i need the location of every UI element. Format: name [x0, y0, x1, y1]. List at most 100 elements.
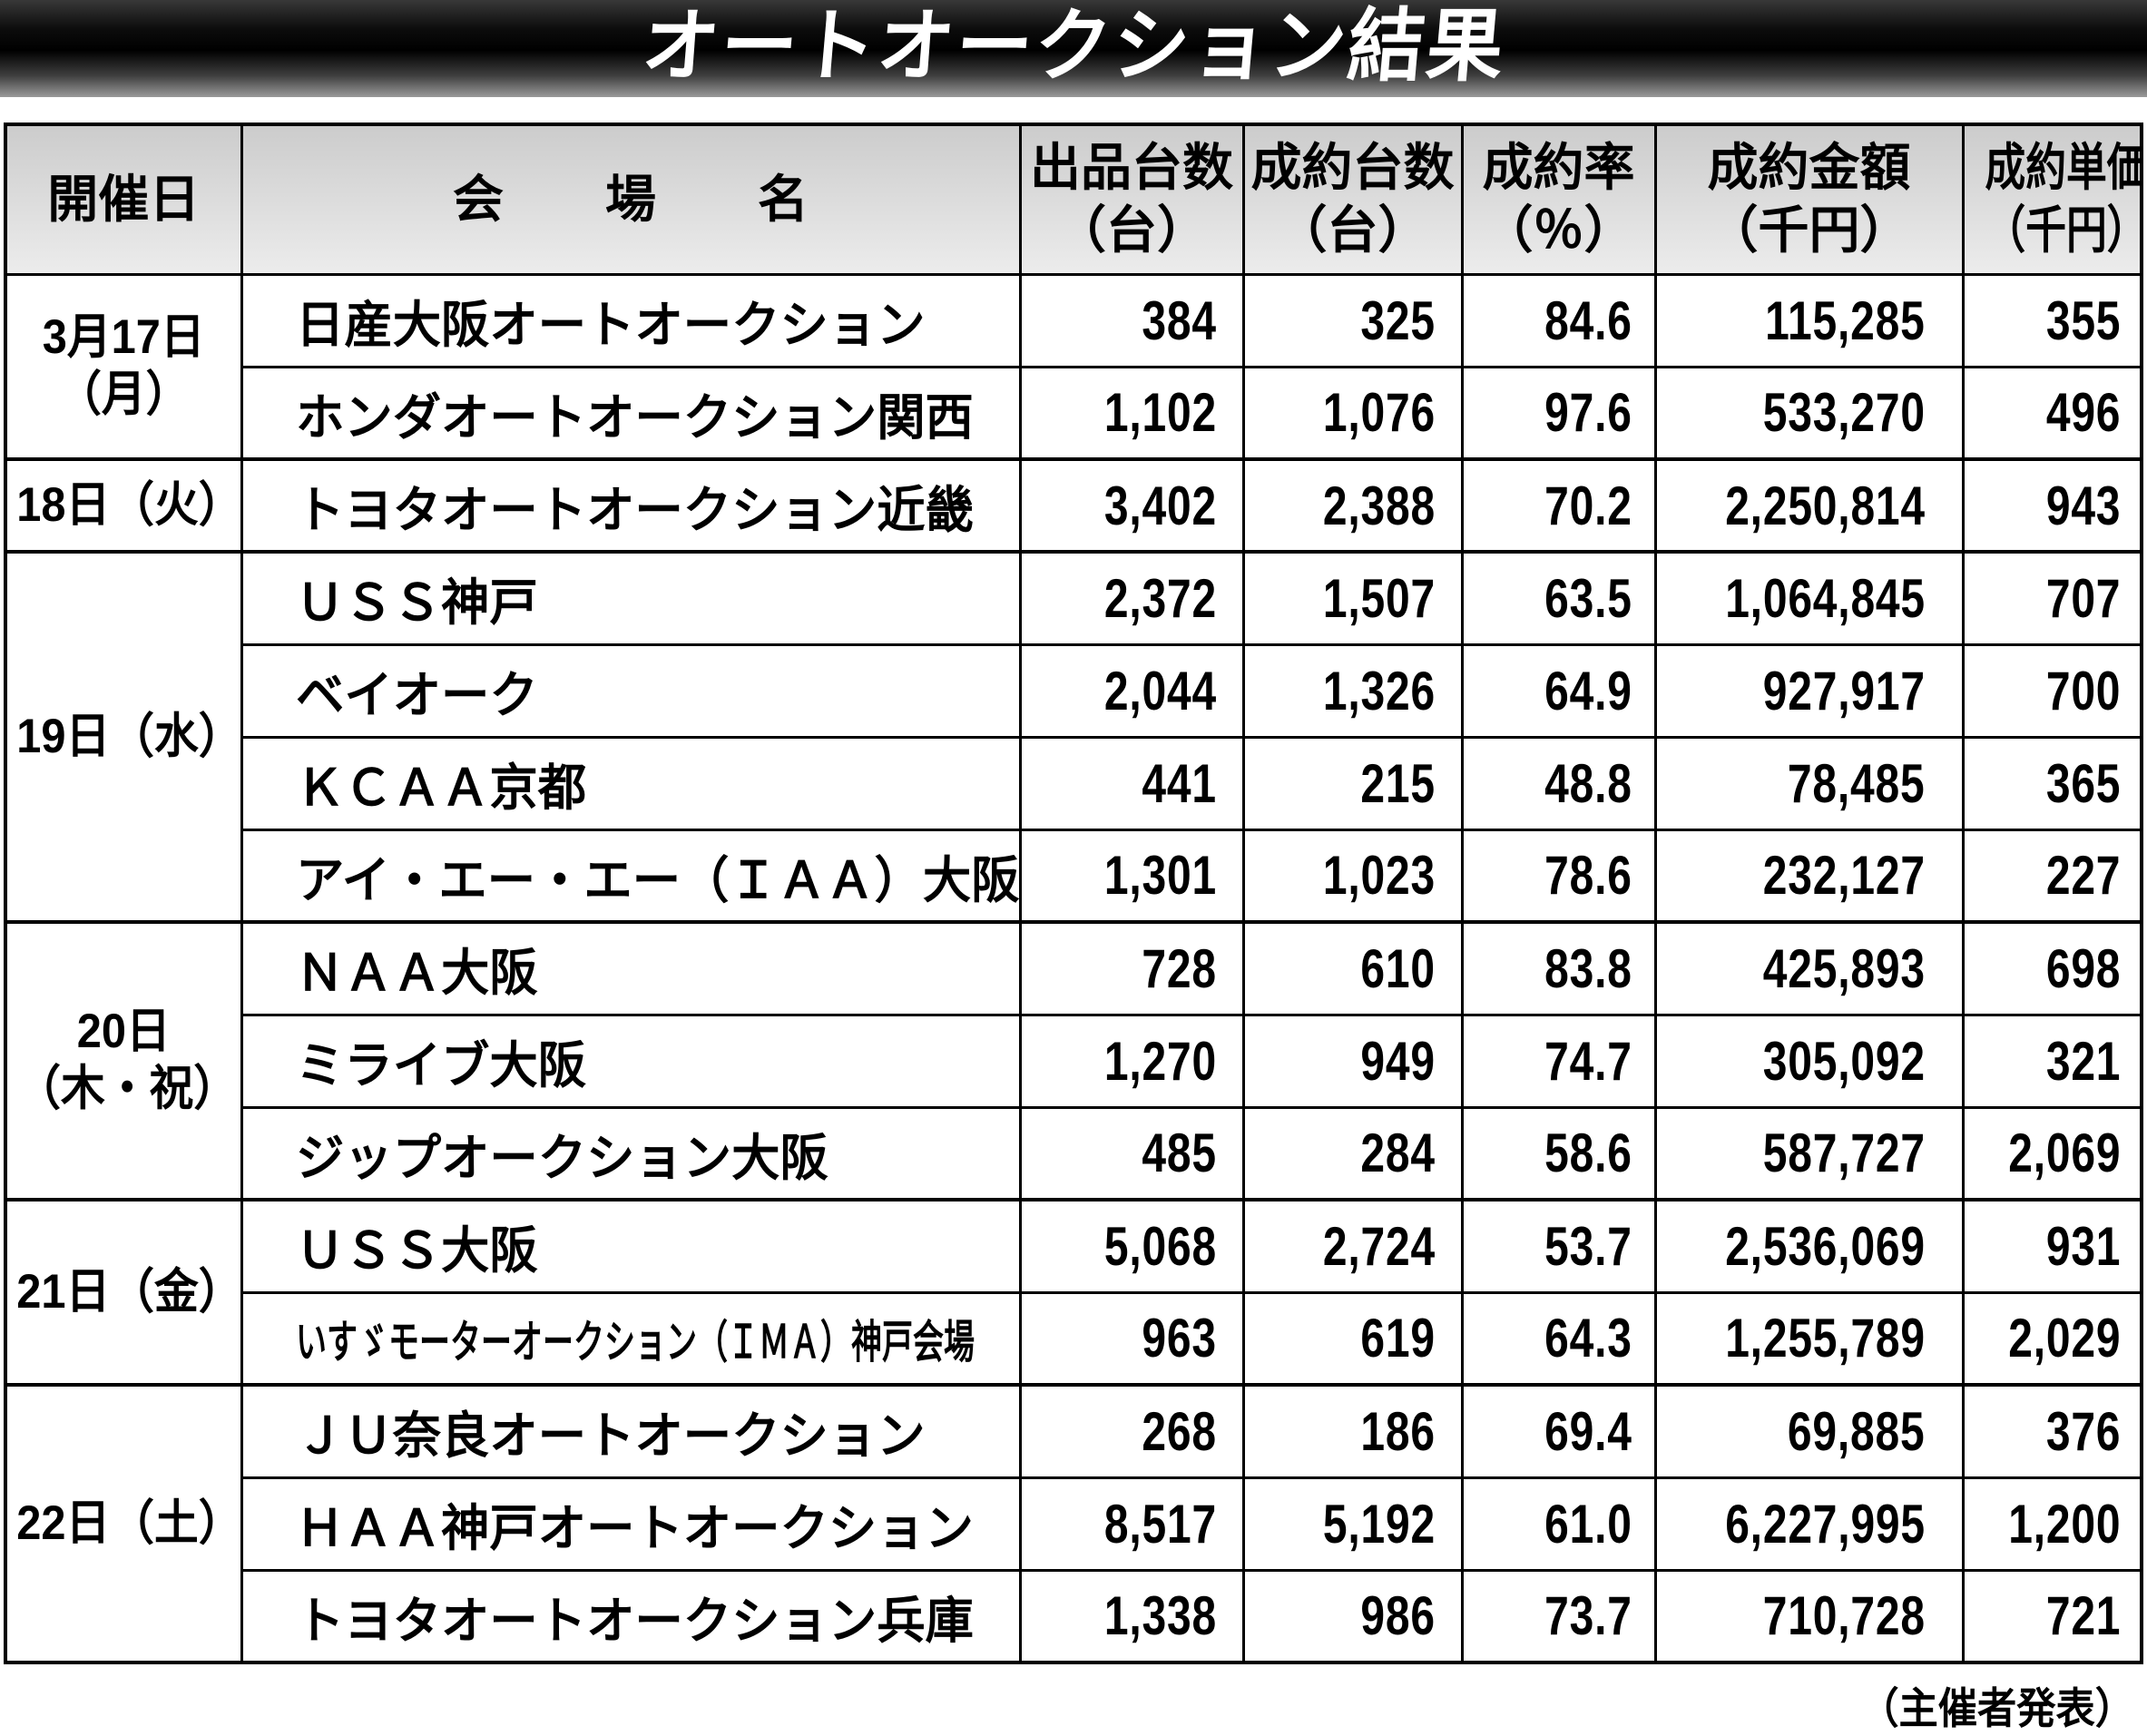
- table-row: ベイオーク 2,044 1,326 64.9 927,917 700: [5, 642, 2143, 739]
- unit-price-cell: 2,029: [1961, 1290, 2143, 1387]
- rate-cell-value: 69.4: [1544, 1400, 1632, 1462]
- sold-cell-value: 986: [1360, 1585, 1436, 1647]
- rate-cell-value: 53.7: [1544, 1215, 1632, 1277]
- col-header-date: 開催日: [4, 123, 243, 276]
- amount-cell: 927,917: [1653, 642, 1965, 739]
- amount-cell-value: 115,285: [1765, 289, 1926, 351]
- listed-cell-value: 728: [1142, 937, 1218, 999]
- amount-cell: 533,270: [1653, 365, 1965, 461]
- amount-cell-value: 710,728: [1762, 1585, 1926, 1647]
- listed-cell-value: 1,270: [1104, 1030, 1218, 1092]
- date-line: 21日（金）: [16, 1264, 241, 1319]
- rate-cell: 63.5: [1460, 550, 1657, 646]
- amount-cell-value: 425,893: [1762, 937, 1926, 999]
- rate-cell: 48.8: [1460, 735, 1657, 831]
- rate-cell-value: 83.8: [1544, 937, 1632, 999]
- venue-name: トヨタオートオークション近畿: [295, 482, 974, 538]
- venue-name: ＨＡＡ神戸オートオークション: [295, 1500, 974, 1556]
- venue-name: ＫＣＡＡ京都: [295, 760, 586, 816]
- rate-cell: 58.6: [1460, 1105, 1657, 1201]
- col-header-venue: 会 場 名: [240, 123, 1022, 276]
- venue-name: ミライブ大阪: [295, 1037, 586, 1094]
- venue-name: ベイオーク: [295, 667, 538, 723]
- amount-cell-value: 232,127: [1762, 845, 1926, 907]
- amount-cell: 1,255,789: [1653, 1290, 1965, 1387]
- venue-cell: トヨタオートオークション兵庫: [240, 1568, 1022, 1664]
- amount-cell: 587,727: [1653, 1105, 1965, 1201]
- date-line: 22日（土）: [16, 1496, 241, 1550]
- amount-cell: 232,127: [1653, 828, 1965, 924]
- listed-cell-value: 2,372: [1104, 567, 1218, 629]
- listed-cell-value: 1,301: [1104, 845, 1218, 907]
- date-line: 3月17日: [42, 310, 205, 365]
- sold-cell: 215: [1241, 735, 1464, 831]
- unit-price-cell-value: 2,029: [2008, 1308, 2122, 1369]
- sold-cell: 1,326: [1241, 642, 1464, 739]
- date-line: 19日（水）: [16, 709, 241, 763]
- amount-cell: 425,893: [1653, 920, 1965, 1016]
- sold-cell-value: 2,724: [1323, 1215, 1436, 1277]
- rate-cell: 69.4: [1460, 1383, 1657, 1479]
- unit-price-cell: 1,200: [1961, 1476, 2143, 1572]
- sold-cell: 2,724: [1241, 1198, 1464, 1294]
- col-header-contract-rate: 成約率 （％）: [1460, 123, 1657, 276]
- date-cell: 21日（金）: [4, 1198, 243, 1387]
- venue-cell: アイ・エー・エー（ＩＡＡ）大阪: [240, 828, 1022, 924]
- sold-cell: 5,192: [1241, 1476, 1464, 1572]
- rate-cell: 84.6: [1460, 272, 1657, 368]
- listed-cell: 1,270: [1018, 1013, 1245, 1109]
- table-row: トヨタオートオークション兵庫 1,338 986 73.7 710,728 721: [5, 1568, 2143, 1664]
- title-banner: オートオークション結果: [0, 0, 2147, 97]
- col-header-contract-amount: 成約金額 （千円）: [1653, 123, 1965, 276]
- sold-cell: 1,076: [1241, 365, 1464, 461]
- rate-cell-value: 64.3: [1544, 1308, 1632, 1369]
- rate-cell-value: 48.8: [1544, 752, 1632, 814]
- rate-cell: 73.7: [1460, 1568, 1657, 1664]
- unit-price-cell-value: 376: [2045, 1400, 2122, 1462]
- date-line: 18日（火）: [16, 477, 241, 532]
- listed-cell-value: 1,102: [1104, 382, 1218, 444]
- unit-price-cell: 707: [1961, 550, 2143, 646]
- venue-cell: トヨタオートオークション近畿: [240, 457, 1022, 554]
- rate-cell: 83.8: [1460, 920, 1657, 1016]
- unit-price-cell-value: 1,200: [2008, 1493, 2122, 1555]
- unit-price-cell: 496: [1961, 365, 2143, 461]
- amount-cell-value: 2,250,814: [1724, 475, 1926, 536]
- col-header-sold-count: 成約台数 （台）: [1241, 123, 1464, 276]
- page-title: オートオークション結果: [638, 0, 1509, 91]
- unit-price-cell-value: 2,069: [2008, 1123, 2122, 1184]
- unit-price-cell: 943: [1961, 457, 2143, 554]
- venue-cell: ベイオーク: [240, 642, 1022, 739]
- sold-cell-value: 284: [1360, 1123, 1436, 1184]
- sold-cell: 949: [1241, 1013, 1464, 1109]
- amount-cell: 2,250,814: [1653, 457, 1965, 554]
- sold-cell-value: 186: [1360, 1400, 1436, 1462]
- amount-cell: 305,092: [1653, 1013, 1965, 1109]
- listed-cell: 2,044: [1018, 642, 1245, 739]
- venue-cell: ＵＳＳ神戸: [240, 550, 1022, 646]
- sold-cell-value: 325: [1360, 289, 1436, 351]
- listed-cell: 8,517: [1018, 1476, 1245, 1572]
- venue-name: アイ・エー・エー（ＩＡＡ）大阪: [295, 851, 1020, 908]
- rate-cell: 64.3: [1460, 1290, 1657, 1387]
- rate-cell: 78.6: [1460, 828, 1657, 924]
- listed-cell-value: 1,338: [1104, 1585, 1218, 1647]
- unit-price-cell-value: 355: [2045, 289, 2122, 351]
- rate-cell: 61.0: [1460, 1476, 1657, 1572]
- amount-cell-value: 78,485: [1787, 752, 1926, 814]
- venue-cell: 日産大阪オートオークション: [240, 272, 1022, 368]
- listed-cell: 485: [1018, 1105, 1245, 1201]
- auction-results-table: 開催日 会 場 名 出品台数 （台） 成約台数 （台） 成約率 （％） 成約金額 （千円…: [4, 123, 2143, 1664]
- sold-cell-value: 619: [1360, 1308, 1436, 1369]
- unit-price-cell: 931: [1961, 1198, 2143, 1294]
- sold-cell-value: 1,023: [1323, 845, 1436, 907]
- unit-price-cell-value: 707: [2045, 567, 2122, 629]
- table-row: いすゞモーターオークション（ＩＭＡ）神戸会場 963 619 64.3 1,255,78…: [5, 1290, 2143, 1387]
- venue-cell: ＪＵ奈良オートオークション: [240, 1383, 1022, 1479]
- venue-name: ホンダオートオークション関西: [295, 388, 974, 446]
- listed-cell: 1,102: [1018, 365, 1245, 461]
- venue-cell: いすゞモーターオークション（ＩＭＡ）神戸会場: [240, 1290, 1022, 1387]
- amount-cell: 6,227,995: [1653, 1476, 1965, 1572]
- date-cell: 3月17日 （月）: [4, 272, 243, 461]
